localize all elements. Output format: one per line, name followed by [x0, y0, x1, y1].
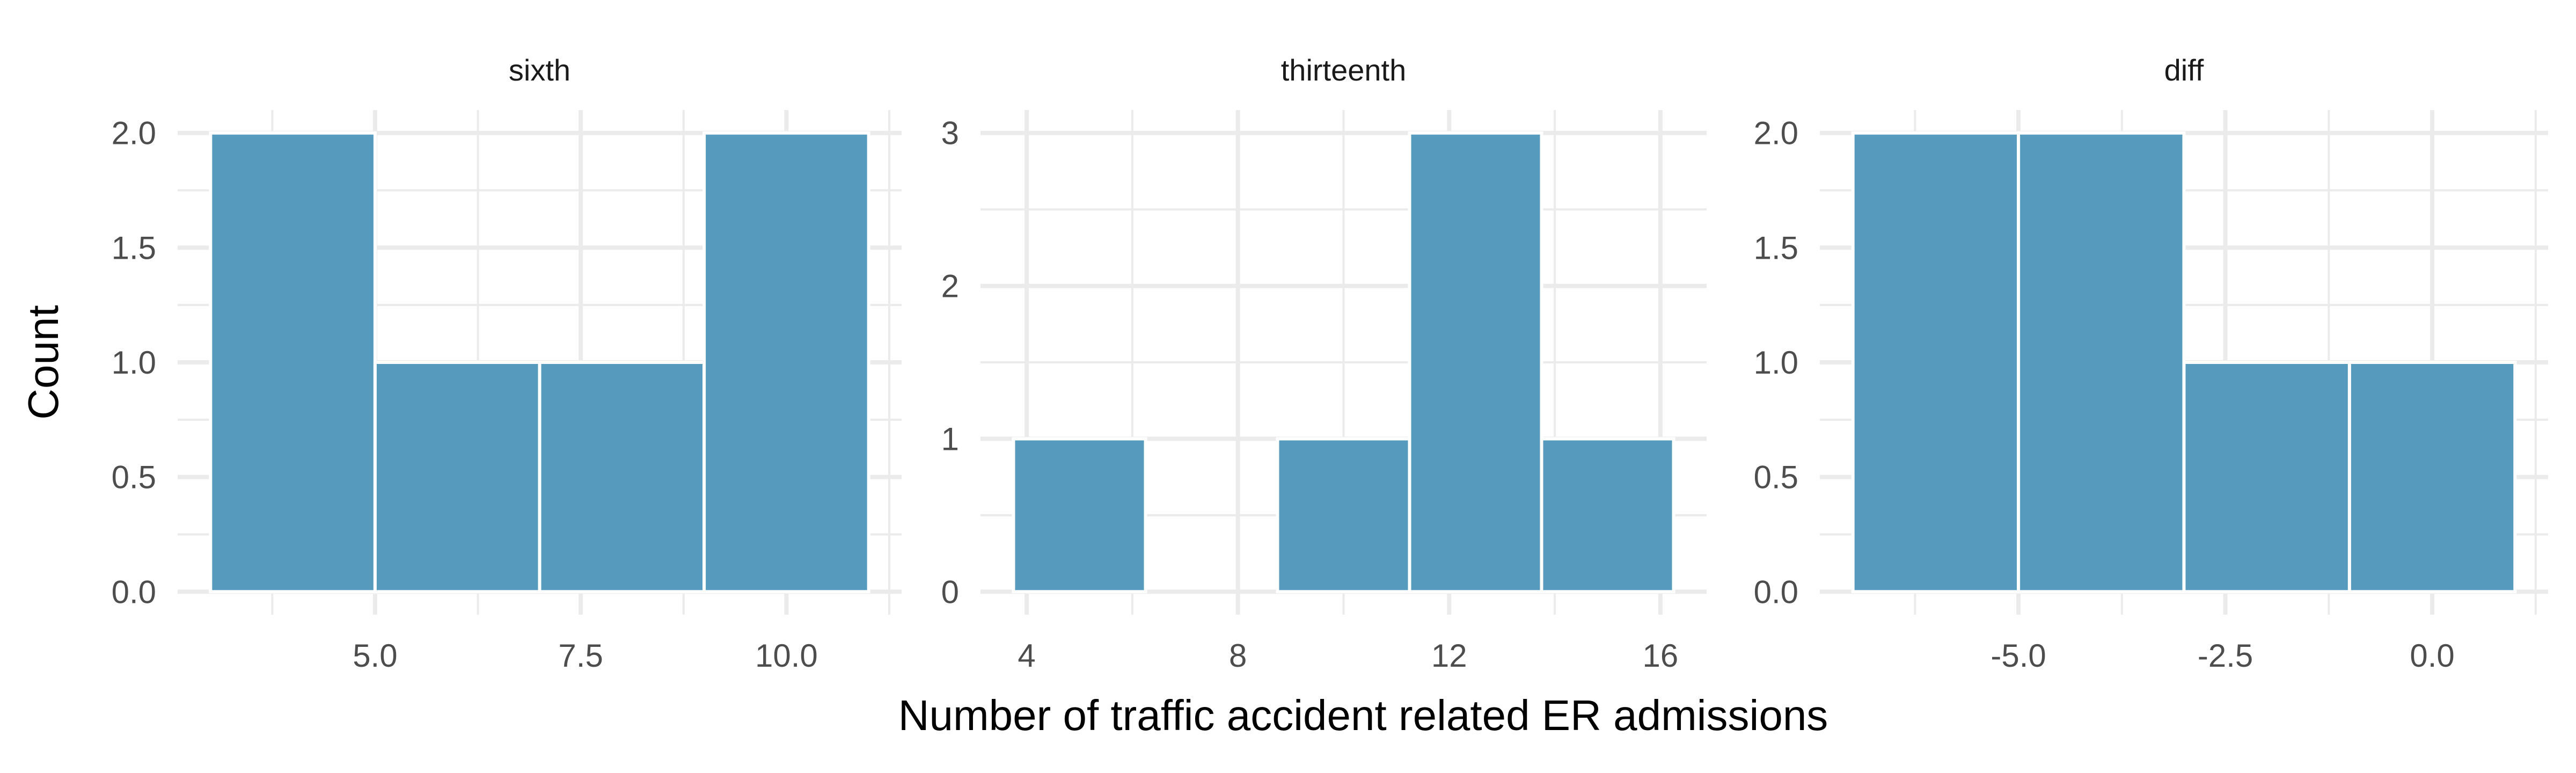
y-tick-label: 1.5 [112, 230, 156, 266]
x-tick-label: -5.0 [1990, 638, 2046, 674]
y-tick-label: 1.5 [1754, 230, 1798, 266]
histogram-bar [1408, 131, 1543, 594]
x-tick-label: 10.0 [755, 638, 818, 674]
histogram-bar [1851, 131, 2021, 594]
histogram-bar [1012, 437, 1147, 594]
facet-title: diff [2164, 53, 2204, 87]
panel-diff: diff 0.0 0.5 1.0 1.5 2.0 -5.0 -2.5 0.0 [1754, 53, 2548, 674]
histogram-bar [2182, 361, 2351, 594]
facet-title: thirteenth [1281, 53, 1407, 87]
x-tick-label: 4 [1018, 638, 1035, 674]
x-tick-label: -2.5 [2198, 638, 2253, 674]
y-tick-label: 2.0 [1754, 115, 1798, 151]
x-axis-title: Number of traffic accident related ER ad… [898, 691, 1828, 739]
y-tick-label: 0.0 [112, 574, 156, 610]
histogram-bar [373, 361, 541, 594]
histogram-bar [2017, 131, 2186, 594]
histogram-bar [2347, 361, 2517, 594]
y-tick-label: 3 [941, 115, 959, 151]
y-tick-label: 1.0 [1754, 345, 1798, 381]
y-tick-label: 1.0 [112, 345, 156, 381]
histogram-bar [209, 131, 377, 594]
y-tick-label: 2 [941, 268, 959, 304]
histogram-bar [1276, 437, 1411, 594]
facet-title: sixth [509, 53, 570, 87]
x-tick-label: 16 [1643, 638, 1679, 674]
y-tick-label: 0 [941, 574, 959, 610]
y-tick-label: 1 [941, 421, 959, 457]
histogram-bar [538, 361, 706, 594]
panel-sixth: sixth 0.0 0.5 1.0 1.5 2.0 5.0 7.5 10.0 [112, 53, 902, 674]
y-tick-label: 0.5 [112, 460, 156, 495]
x-tick-label: 12 [1431, 638, 1467, 674]
histogram-bar [702, 131, 870, 594]
x-tick-label: 8 [1229, 638, 1247, 674]
y-tick-label: 2.0 [112, 115, 156, 151]
x-tick-label: 7.5 [558, 638, 603, 674]
histogram-bar [1540, 437, 1675, 594]
y-tick-label: 0.5 [1754, 460, 1798, 495]
x-tick-label: 0.0 [2410, 638, 2454, 674]
y-axis-title: Count [19, 305, 67, 419]
y-tick-label: 0.0 [1754, 574, 1798, 610]
x-tick-label: 5.0 [353, 638, 397, 674]
